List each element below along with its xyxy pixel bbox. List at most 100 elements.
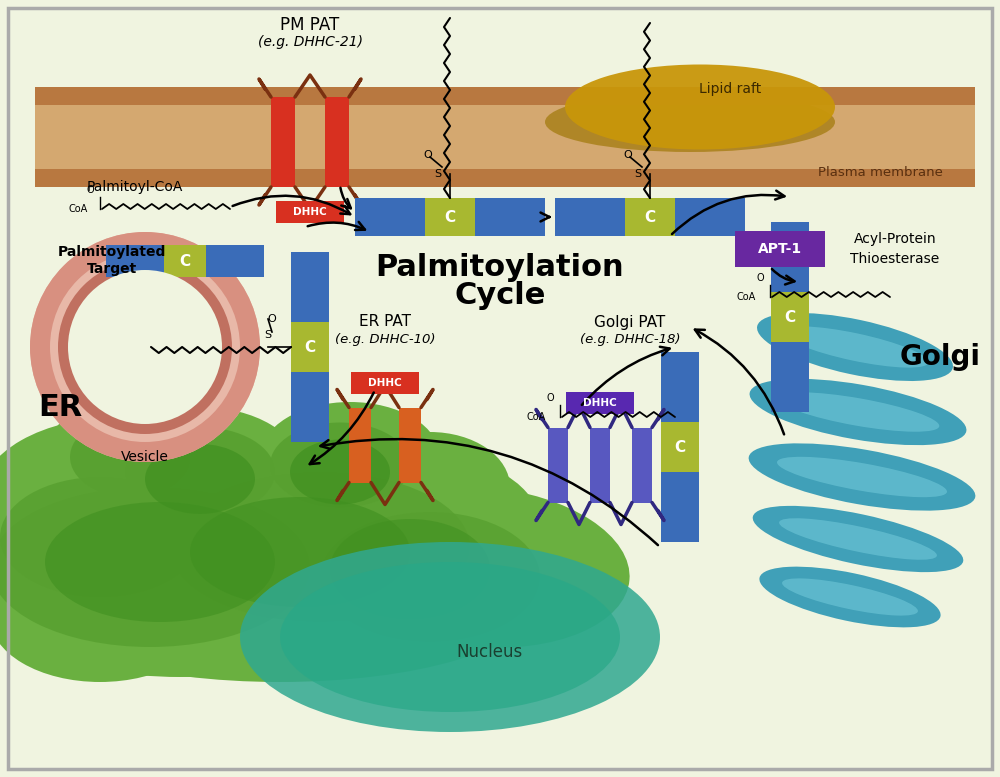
Text: S: S bbox=[264, 330, 272, 340]
Text: C: C bbox=[784, 309, 796, 325]
Ellipse shape bbox=[100, 407, 300, 527]
Ellipse shape bbox=[30, 232, 260, 462]
Bar bbox=[548, 427, 568, 503]
Text: O: O bbox=[268, 314, 276, 324]
Ellipse shape bbox=[58, 260, 232, 434]
Ellipse shape bbox=[190, 497, 410, 607]
Text: DHHC: DHHC bbox=[293, 207, 327, 217]
Bar bbox=[206, 245, 264, 277]
Text: (e.g. DHHC-10): (e.g. DHHC-10) bbox=[335, 333, 435, 347]
Ellipse shape bbox=[777, 457, 947, 497]
Text: Lipid raft: Lipid raft bbox=[699, 82, 761, 96]
Bar bbox=[291, 372, 329, 442]
Bar bbox=[771, 342, 809, 412]
Text: C: C bbox=[304, 340, 316, 354]
Ellipse shape bbox=[280, 562, 620, 712]
Text: (e.g. DHHC-18): (e.g. DHHC-18) bbox=[580, 333, 680, 347]
Ellipse shape bbox=[0, 487, 310, 647]
Bar bbox=[351, 371, 419, 393]
Ellipse shape bbox=[350, 432, 510, 542]
Bar bbox=[291, 252, 329, 322]
Ellipse shape bbox=[320, 512, 540, 642]
Bar bbox=[106, 245, 164, 277]
Ellipse shape bbox=[161, 446, 539, 628]
Ellipse shape bbox=[125, 427, 275, 517]
Bar bbox=[35, 169, 975, 187]
Ellipse shape bbox=[45, 502, 275, 622]
Ellipse shape bbox=[145, 444, 255, 514]
Bar bbox=[771, 222, 809, 292]
Text: Thioesterase: Thioesterase bbox=[850, 252, 940, 266]
Bar bbox=[35, 87, 975, 105]
Text: Golgi PAT: Golgi PAT bbox=[594, 315, 666, 329]
Text: DHHC: DHHC bbox=[368, 378, 402, 388]
Ellipse shape bbox=[0, 477, 390, 677]
Text: Acyl-Protein: Acyl-Protein bbox=[854, 232, 936, 246]
Ellipse shape bbox=[779, 518, 937, 559]
Ellipse shape bbox=[170, 472, 470, 622]
Text: Cycle: Cycle bbox=[454, 280, 546, 309]
Bar bbox=[349, 407, 371, 483]
Text: CoA: CoA bbox=[526, 412, 546, 422]
Ellipse shape bbox=[759, 566, 941, 627]
Text: O: O bbox=[756, 273, 764, 283]
Bar bbox=[325, 97, 349, 187]
Ellipse shape bbox=[782, 326, 928, 368]
Ellipse shape bbox=[545, 92, 835, 152]
Ellipse shape bbox=[757, 313, 953, 381]
Text: C: C bbox=[179, 253, 191, 269]
Ellipse shape bbox=[290, 440, 390, 504]
Text: Nucleus: Nucleus bbox=[457, 643, 523, 661]
Bar bbox=[271, 97, 295, 187]
Text: S: S bbox=[434, 169, 442, 179]
Ellipse shape bbox=[565, 64, 835, 149]
Text: O: O bbox=[624, 150, 632, 160]
Text: (e.g. DHHC-21): (e.g. DHHC-21) bbox=[258, 35, 362, 49]
Text: DHHC: DHHC bbox=[583, 398, 617, 407]
Ellipse shape bbox=[782, 578, 918, 615]
Text: S: S bbox=[634, 169, 642, 179]
Ellipse shape bbox=[0, 477, 200, 597]
Text: CoA: CoA bbox=[736, 292, 756, 302]
Text: O: O bbox=[424, 150, 432, 160]
Bar bbox=[566, 392, 634, 413]
Text: Vesicle: Vesicle bbox=[121, 450, 169, 464]
Text: C: C bbox=[674, 440, 686, 455]
Bar bbox=[355, 198, 425, 236]
Text: Plasma membrane: Plasma membrane bbox=[818, 166, 942, 179]
Ellipse shape bbox=[0, 552, 210, 682]
Bar bbox=[661, 352, 699, 422]
Ellipse shape bbox=[750, 379, 966, 445]
Ellipse shape bbox=[68, 270, 222, 424]
Bar bbox=[35, 87, 975, 187]
Bar bbox=[555, 198, 625, 236]
Bar bbox=[425, 198, 475, 236]
Text: Palmitoyl-CoA: Palmitoyl-CoA bbox=[87, 180, 183, 194]
Ellipse shape bbox=[240, 542, 660, 732]
Text: C: C bbox=[444, 210, 456, 225]
Ellipse shape bbox=[777, 392, 939, 432]
Ellipse shape bbox=[70, 417, 190, 497]
Bar bbox=[276, 201, 344, 223]
Bar bbox=[475, 198, 545, 236]
Ellipse shape bbox=[50, 252, 240, 442]
Bar bbox=[661, 472, 699, 542]
Text: PM PAT: PM PAT bbox=[280, 16, 340, 34]
Text: ER: ER bbox=[38, 392, 82, 421]
Ellipse shape bbox=[50, 397, 210, 497]
Ellipse shape bbox=[330, 486, 630, 648]
Bar bbox=[625, 198, 675, 236]
Ellipse shape bbox=[749, 444, 975, 510]
Ellipse shape bbox=[30, 532, 530, 682]
Ellipse shape bbox=[753, 506, 963, 572]
Text: Palmitoylation: Palmitoylation bbox=[376, 253, 624, 281]
Ellipse shape bbox=[30, 232, 260, 462]
Ellipse shape bbox=[0, 417, 260, 577]
Text: O: O bbox=[546, 393, 554, 403]
Bar bbox=[399, 407, 421, 483]
Text: Target: Target bbox=[87, 262, 137, 276]
Text: CoA: CoA bbox=[68, 204, 88, 214]
Ellipse shape bbox=[260, 402, 440, 512]
Ellipse shape bbox=[270, 423, 410, 507]
Bar bbox=[675, 198, 745, 236]
